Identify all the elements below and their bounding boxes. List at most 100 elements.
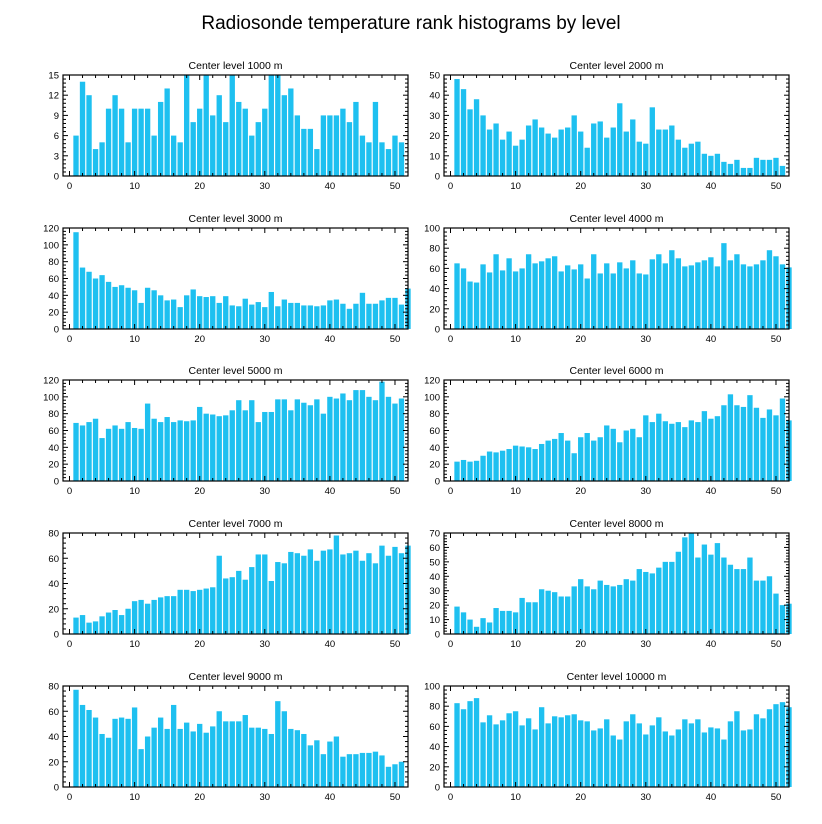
bar: [138, 302, 144, 329]
bar: [392, 546, 398, 634]
bar: [262, 411, 268, 481]
bar: [249, 727, 255, 787]
bar: [144, 736, 151, 787]
bar: [766, 250, 773, 329]
bar: [327, 396, 333, 481]
y-tick-label: 0: [435, 172, 440, 183]
panel-title: Center level 1000 m: [189, 60, 283, 72]
y-tick-label: 0: [435, 630, 440, 641]
bar: [86, 422, 92, 481]
bar: [714, 416, 721, 481]
y-tick-label: 0: [54, 477, 59, 488]
bar: [99, 438, 105, 481]
bar: [307, 745, 314, 787]
bar: [682, 266, 688, 329]
bar: [301, 733, 307, 787]
bar: [197, 296, 203, 329]
bar: [760, 580, 766, 634]
bar: [525, 125, 532, 176]
bar: [708, 155, 714, 176]
bar: [216, 711, 222, 787]
y-tick-label: 80: [48, 529, 59, 540]
bar: [203, 588, 209, 634]
bar: [105, 108, 112, 176]
bar: [86, 709, 92, 787]
panel-title: Center level 2000 m: [570, 60, 664, 72]
bar: [223, 122, 229, 176]
bar: [551, 256, 558, 329]
bar: [597, 121, 603, 176]
bar: [327, 549, 333, 634]
bar: [392, 764, 398, 787]
x-tick-label: 10: [129, 639, 140, 650]
x-tick-label: 0: [448, 792, 453, 803]
bar: [398, 761, 405, 787]
bar: [682, 537, 688, 634]
bar: [99, 616, 105, 634]
bar: [753, 157, 760, 176]
x-tick-label: 0: [67, 486, 72, 497]
y-tick-label: 3: [54, 151, 59, 162]
bar: [617, 442, 623, 481]
y-tick-label: 60: [48, 554, 59, 565]
bar: [151, 727, 157, 787]
bar: [506, 131, 512, 176]
bar: [125, 422, 131, 481]
bar: [467, 109, 473, 176]
bar: [630, 580, 636, 634]
x-tick-label: 0: [67, 792, 72, 803]
bar: [747, 167, 753, 176]
bar: [623, 721, 629, 787]
x-tick-label: 40: [706, 181, 717, 192]
bar: [558, 129, 564, 176]
y-tick-label: 60: [429, 264, 440, 275]
bar: [249, 567, 255, 634]
y-tick-label: 40: [429, 742, 440, 753]
bar: [617, 584, 623, 634]
bar: [604, 425, 610, 481]
x-tick-label: 20: [194, 334, 205, 345]
panel-7: Center level 7000 m 0 20 40 60 80 0 10 20 30 40 50: [48, 518, 411, 650]
bar: [131, 707, 138, 787]
bar: [392, 135, 398, 176]
bar: [398, 142, 405, 176]
bar: [604, 719, 610, 787]
y-tick-label: 40: [48, 291, 59, 302]
bar: [565, 596, 571, 634]
bar: [623, 579, 629, 634]
bar: [760, 718, 766, 787]
y-tick-label: 80: [48, 682, 59, 693]
bar: [242, 579, 248, 634]
bar: [366, 396, 372, 481]
bar: [157, 422, 164, 481]
bar: [392, 297, 398, 329]
bar: [688, 143, 695, 176]
bar: [301, 402, 307, 481]
y-tick-label: 9: [54, 111, 59, 122]
bar: [604, 584, 610, 634]
bar: [565, 440, 571, 481]
bar: [779, 398, 786, 481]
bar: [157, 295, 164, 329]
bar: [473, 626, 480, 634]
bar: [779, 165, 786, 176]
bar: [669, 423, 675, 481]
x-tick-label: 50: [771, 486, 782, 497]
bar: [255, 302, 261, 329]
bar: [486, 129, 493, 176]
bar: [353, 101, 359, 176]
bar: [333, 115, 340, 176]
y-tick-label: 50: [429, 71, 440, 82]
bar: [223, 721, 229, 787]
bar: [288, 88, 294, 176]
panel-title: Center level 3000 m: [189, 213, 283, 225]
plot-frame: [62, 685, 409, 788]
bar: [617, 739, 623, 787]
bar: [688, 723, 695, 787]
x-tick-label: 40: [325, 792, 336, 803]
bar: [353, 390, 359, 481]
bar: [604, 263, 610, 329]
bar: [314, 149, 320, 176]
bar: [525, 718, 532, 787]
bar: [340, 554, 346, 634]
